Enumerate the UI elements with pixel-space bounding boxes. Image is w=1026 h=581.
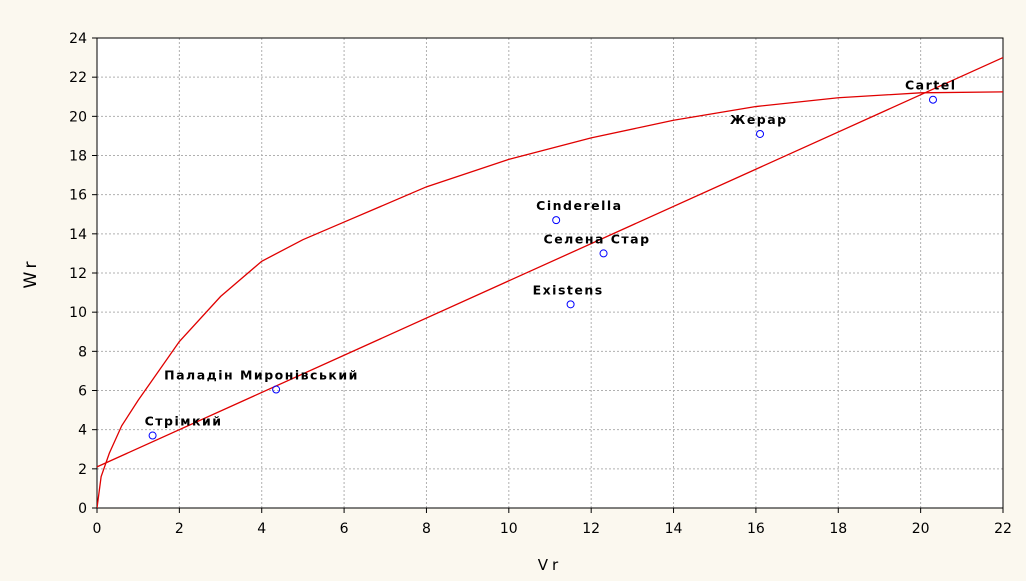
y-tick-label: 20 (69, 109, 87, 125)
point (756, 129, 765, 138)
point (272, 385, 281, 394)
x-tick-label: 20 (912, 521, 930, 537)
point-label: Паладін Миронівський (164, 368, 359, 383)
x-tick-label: 8 (422, 521, 431, 537)
point-label: Селена Стар (544, 231, 651, 246)
x-tick-label: 22 (994, 521, 1012, 537)
point-label: Жерар (730, 112, 788, 127)
fit-curve (97, 91, 1003, 508)
point-label: Existens (533, 282, 604, 297)
x-tick-label: 4 (257, 521, 266, 537)
y-tick-label: 12 (69, 266, 87, 282)
point-label: Cinderella (536, 198, 622, 213)
x-tick-label: 0 (93, 521, 102, 537)
point (566, 300, 575, 309)
x-tick-label: 6 (340, 521, 349, 537)
y-tick-label: 22 (69, 70, 87, 86)
y-tick-label: 6 (78, 384, 87, 400)
point (928, 95, 937, 104)
y-tick-label: 18 (69, 149, 87, 165)
point (599, 249, 608, 258)
x-tick-label: 16 (747, 521, 765, 537)
plot-frame (96, 37, 1004, 509)
point (552, 216, 561, 225)
x-tick-label: 10 (500, 521, 518, 537)
x-tick-label: 18 (829, 521, 847, 537)
point-label: Стрімкий (145, 414, 223, 429)
y-tick-label: 14 (69, 227, 87, 243)
fit-curve (97, 56, 1003, 468)
x-tick-label: 12 (582, 521, 600, 537)
y-axis-label: Wr (21, 257, 41, 288)
y-tick-label: 4 (78, 423, 87, 439)
y-tick-label: 0 (78, 501, 87, 517)
y-tick-label: 24 (69, 31, 87, 47)
y-tick-label: 8 (78, 344, 87, 360)
y-tick-label: 2 (78, 462, 87, 478)
y-tick-label: 16 (69, 188, 87, 204)
x-tick-label: 14 (665, 521, 683, 537)
point (148, 431, 157, 440)
x-tick-label: 2 (175, 521, 184, 537)
point-label: Cartel (905, 78, 957, 93)
x-axis-label: Vr (538, 556, 562, 574)
y-tick-label: 10 (69, 305, 87, 321)
